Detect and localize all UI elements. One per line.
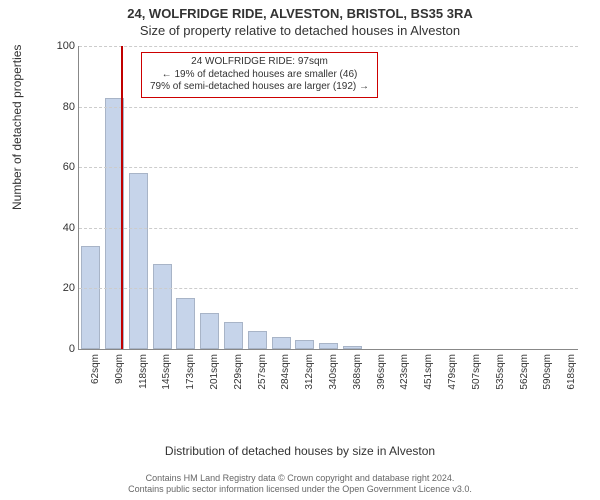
- x-label-slot: 145sqm: [149, 350, 173, 406]
- footer-line2: Contains public sector information licen…: [0, 484, 600, 496]
- x-tick-label: 562sqm: [519, 354, 530, 390]
- x-tick-labels: 62sqm 90sqm 118sqm 145sqm 173sqm 201sqm 229sqm…: [78, 350, 578, 406]
- x-label-slot: 535sqm: [483, 350, 507, 406]
- bar-slot: [531, 46, 555, 349]
- bar-slot: [507, 46, 531, 349]
- y-tick-label: 60: [53, 161, 79, 173]
- bar: [224, 322, 243, 349]
- x-tick-label: 451sqm: [423, 354, 434, 390]
- bar: [129, 173, 148, 349]
- x-axis-caption: Distribution of detached houses by size …: [0, 444, 600, 458]
- y-tick-label: 40: [53, 222, 79, 234]
- x-tick-label: 173sqm: [185, 354, 196, 390]
- x-tick-label: 396sqm: [376, 354, 387, 390]
- x-label-slot: 479sqm: [435, 350, 459, 406]
- bar: [153, 264, 172, 349]
- x-label-slot: 90sqm: [102, 350, 126, 406]
- chart-container: 24 WOLFRIDGE RIDE: 97sqm ← 19% of detach…: [48, 46, 578, 406]
- y-tick-label: 20: [53, 282, 79, 294]
- x-tick-label: 479sqm: [447, 354, 458, 390]
- x-label-slot: 451sqm: [411, 350, 435, 406]
- property-marker-line: [121, 46, 123, 349]
- x-tick-label: 62sqm: [90, 354, 101, 384]
- bar-slot: [435, 46, 459, 349]
- bar-slot: [388, 46, 412, 349]
- bar-slot: [103, 46, 127, 349]
- x-label-slot: 507sqm: [459, 350, 483, 406]
- annotation-line3: 79% of semi-detached houses are larger (…: [150, 81, 369, 94]
- x-label-slot: 62sqm: [78, 350, 102, 406]
- x-label-slot: 562sqm: [507, 350, 531, 406]
- bar-slot: [554, 46, 578, 349]
- bar: [272, 337, 291, 349]
- footer-line1: Contains HM Land Registry data © Crown c…: [0, 473, 600, 485]
- x-tick-label: 618sqm: [566, 354, 577, 390]
- x-tick-label: 90sqm: [114, 354, 125, 384]
- x-tick-label: 257sqm: [257, 354, 268, 390]
- x-tick-label: 340sqm: [328, 354, 339, 390]
- x-label-slot: 312sqm: [292, 350, 316, 406]
- bar: [319, 343, 338, 349]
- x-label-slot: 201sqm: [197, 350, 221, 406]
- y-gridline: [79, 46, 578, 47]
- y-gridline: [79, 288, 578, 289]
- bar: [176, 298, 195, 350]
- x-tick-label: 590sqm: [542, 354, 553, 390]
- bar-slot: [412, 46, 436, 349]
- x-tick-label: 118sqm: [138, 354, 149, 389]
- x-tick-label: 145sqm: [161, 354, 172, 390]
- x-tick-label: 535sqm: [495, 354, 506, 390]
- annotation-box: 24 WOLFRIDGE RIDE: 97sqm ← 19% of detach…: [141, 52, 378, 98]
- x-label-slot: 423sqm: [388, 350, 412, 406]
- x-label-slot: 257sqm: [245, 350, 269, 406]
- y-gridline: [79, 167, 578, 168]
- x-label-slot: 284sqm: [269, 350, 293, 406]
- y-gridline: [79, 107, 578, 108]
- bar-slot: [459, 46, 483, 349]
- bar: [343, 346, 362, 349]
- x-tick-label: 312sqm: [304, 354, 315, 390]
- x-label-slot: 229sqm: [221, 350, 245, 406]
- x-label-slot: 368sqm: [340, 350, 364, 406]
- x-label-slot: 340sqm: [316, 350, 340, 406]
- plot-area: 24 WOLFRIDGE RIDE: 97sqm ← 19% of detach…: [78, 46, 578, 350]
- x-tick-label: 423sqm: [399, 354, 410, 390]
- x-label-slot: 173sqm: [173, 350, 197, 406]
- x-tick-label: 284sqm: [280, 354, 291, 390]
- bar: [248, 331, 267, 349]
- bar-slot: [79, 46, 103, 349]
- page-subtitle: Size of property relative to detached ho…: [0, 23, 600, 38]
- x-tick-label: 201sqm: [209, 354, 220, 390]
- x-tick-label: 507sqm: [471, 354, 482, 390]
- x-label-slot: 396sqm: [364, 350, 388, 406]
- x-tick-label: 368sqm: [352, 354, 363, 390]
- x-label-slot: 618sqm: [554, 350, 578, 406]
- y-axis-label: Number of detached properties: [10, 45, 24, 210]
- x-tick-label: 229sqm: [233, 354, 244, 390]
- x-label-slot: 590sqm: [530, 350, 554, 406]
- annotation-line1: 24 WOLFRIDGE RIDE: 97sqm: [150, 56, 369, 69]
- y-tick-label: 0: [53, 343, 79, 355]
- bar: [295, 340, 314, 349]
- x-label-slot: 118sqm: [126, 350, 150, 406]
- page-title-address: 24, WOLFRIDGE RIDE, ALVESTON, BRISTOL, B…: [0, 0, 600, 21]
- y-tick-label: 100: [53, 40, 79, 52]
- annotation-line2: ← 19% of detached houses are smaller (46…: [150, 69, 369, 82]
- footer-attribution: Contains HM Land Registry data © Crown c…: [0, 473, 600, 496]
- bar-slot: [483, 46, 507, 349]
- bar: [81, 246, 100, 349]
- y-gridline: [79, 228, 578, 229]
- bar: [200, 313, 219, 349]
- y-tick-label: 80: [53, 101, 79, 113]
